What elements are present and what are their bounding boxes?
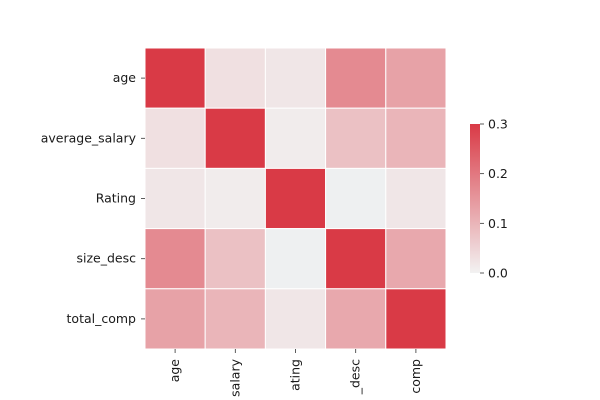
heatmap-cell-Rating-ating bbox=[264, 167, 327, 230]
row-label: average_salary bbox=[41, 130, 137, 145]
heatmap-cell-total_comp-ating bbox=[264, 288, 327, 350]
heatmap-cell-size_desc-age bbox=[144, 228, 206, 290]
heatmap-cell-age-age bbox=[144, 47, 206, 109]
colorbar-tick-label: 0.1 bbox=[488, 216, 508, 231]
row-label: total_comp bbox=[67, 311, 137, 326]
heatmap-cell-age-comp bbox=[385, 47, 447, 109]
heatmap-cell-size_desc-ating bbox=[264, 228, 327, 290]
heatmap-cell-total_comp-comp bbox=[385, 288, 447, 350]
row-label: age bbox=[113, 70, 137, 85]
row-labels: age average_salary Rating size_desc total_co… bbox=[41, 70, 145, 326]
column-labels: age salary ating _desc comp bbox=[167, 349, 423, 397]
heatmap-cell-average_salary-_desc bbox=[325, 107, 387, 169]
heatmap-cell-total_comp-_desc bbox=[325, 288, 387, 350]
column-label: comp bbox=[408, 359, 423, 394]
colorbar: 0.0 0.1 0.2 0.3 bbox=[470, 117, 508, 281]
column-label: salary bbox=[227, 358, 242, 396]
column-label: ating bbox=[288, 359, 303, 391]
heatmap-cell-average_salary-age bbox=[144, 107, 206, 169]
heatmap-cell-size_desc-comp bbox=[385, 228, 447, 290]
heatmap-cell-Rating-comp bbox=[385, 167, 447, 230]
column-label: _desc bbox=[348, 359, 363, 395]
heatmap-cell-age-_desc bbox=[325, 47, 387, 109]
colorbar-tick-label: 0.0 bbox=[488, 266, 508, 281]
colorbar-tick-label: 0.3 bbox=[488, 117, 508, 132]
heatmap-cell-Rating-_desc bbox=[325, 167, 387, 230]
heatmap-cell-age-salary bbox=[204, 47, 266, 109]
colorbar-gradient bbox=[470, 124, 480, 273]
row-label: Rating bbox=[96, 191, 136, 206]
heatmap-cell-total_comp-age bbox=[144, 288, 206, 350]
colorbar-tick-label: 0.2 bbox=[488, 166, 508, 181]
heatmap-cell-Rating-salary bbox=[204, 167, 266, 230]
heatmap-cell-size_desc-_desc bbox=[325, 228, 387, 290]
column-label: age bbox=[167, 359, 182, 383]
heatmap-cell-size_desc-salary bbox=[204, 228, 266, 290]
heatmap-cell-average_salary-ating bbox=[264, 107, 327, 169]
heatmap-cells bbox=[144, 47, 447, 350]
heatmap-cell-average_salary-comp bbox=[385, 107, 447, 169]
heatmap-cell-age-ating bbox=[264, 47, 327, 109]
heatmap-cell-Rating-age bbox=[144, 167, 206, 230]
row-label: size_desc bbox=[77, 251, 137, 266]
heatmap-cell-total_comp-salary bbox=[204, 288, 266, 350]
heatmap-cell-average_salary-salary bbox=[204, 107, 266, 169]
